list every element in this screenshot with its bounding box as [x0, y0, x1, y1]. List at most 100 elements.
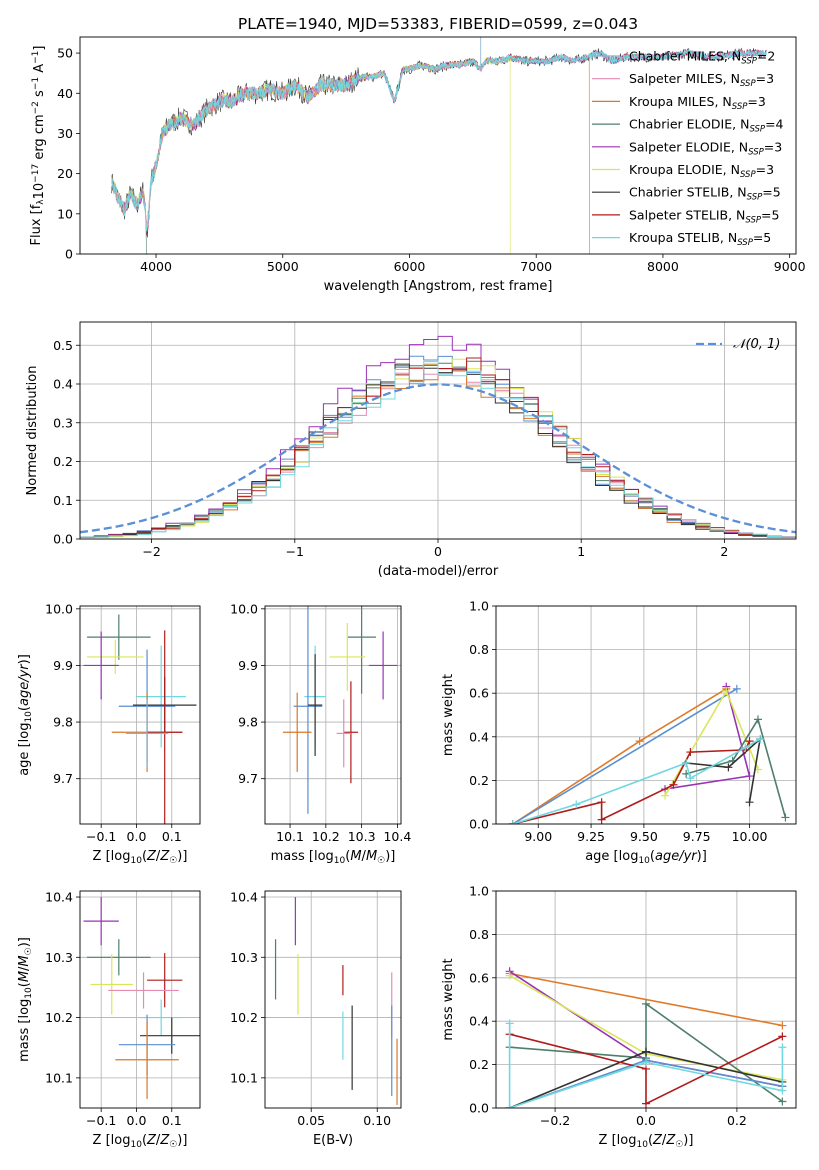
y-axis-label: mass weight — [441, 958, 456, 1040]
weight-marker — [778, 1097, 787, 1106]
age-vs-mass-marks — [282, 606, 398, 814]
legend-label: 𝒩(0, 1) — [733, 337, 780, 352]
y-tick-label: 9.8 — [238, 715, 258, 730]
weight-line — [509, 972, 783, 1027]
weight-line — [512, 688, 727, 824]
plot-frame — [79, 890, 201, 1109]
weight-marker — [505, 1104, 514, 1108]
weight-marker — [778, 1021, 787, 1030]
x-tick-label: 0.2 — [727, 1113, 747, 1128]
x-axis-label: mass [log10(M/M☉)] — [271, 849, 396, 866]
y-tick-label: 0.0 — [469, 817, 489, 832]
x-tick-label: 10.2 — [312, 829, 340, 844]
plot-frame — [79, 605, 201, 825]
y-tick-label: 1.0 — [469, 884, 489, 899]
weight-marker — [732, 684, 741, 693]
weight-line — [509, 1033, 783, 1105]
weight-line — [512, 740, 751, 824]
weight-marker — [686, 774, 695, 783]
weight-marker — [756, 734, 765, 743]
legend-label: Chabrier ELODIE, NSSP=4 — [629, 117, 784, 135]
y-axis-label: age [log10(age/yr)] — [17, 654, 34, 776]
weight-marker — [686, 748, 695, 757]
weight-marker — [745, 737, 754, 746]
weight-marker — [642, 999, 650, 1008]
x-tick-label: −1 — [286, 544, 304, 559]
weight-marker — [669, 780, 678, 789]
x-tick-label: 0.1 — [162, 1113, 182, 1128]
x-tick-label: 5000 — [267, 259, 299, 274]
legend-label: Salpeter STELIB, NSSP=5 — [629, 207, 779, 225]
x-tick-label: −0.1 — [86, 1113, 116, 1128]
x-tick-label: −2 — [142, 544, 160, 559]
weight-marker — [745, 772, 754, 781]
y-tick-label: 1.0 — [469, 599, 489, 614]
x-tick-label: 10.3 — [348, 829, 376, 844]
y-tick-label: 20 — [57, 166, 73, 181]
x-tick-label: 0.1 — [162, 829, 182, 844]
weight-marker — [642, 1058, 650, 1067]
x-tick-label: −0.2 — [540, 1113, 570, 1128]
x-axis-label: wavelength [Angstrom, rest frame] — [324, 279, 553, 294]
y-tick-label: 0.4 — [469, 729, 489, 744]
weight-marker — [642, 1047, 650, 1056]
y-tick-label: 10.3 — [45, 950, 73, 965]
y-tick-label: 0.1 — [53, 493, 73, 508]
x-tick-label: 2 — [720, 544, 728, 559]
y-axis-label: mass [log10(M/M☉)] — [17, 937, 34, 1062]
weight-line — [512, 688, 738, 824]
x-tick-label: 9.50 — [630, 829, 658, 844]
x-tick-label: 0.0 — [127, 829, 147, 844]
plot-frame — [79, 36, 797, 255]
y-tick-label: 40 — [57, 86, 73, 101]
y-axis-label: mass weight — [441, 674, 456, 756]
y-tick-label: 30 — [57, 126, 73, 141]
residual-histogram-chart: −2 −1 0 1 2 0.0 0.1 0.2 0.3 0.4 0.5 𝒩(0, 1) (data-mo… — [25, 321, 797, 579]
x-tick-label: 9.75 — [683, 829, 711, 844]
x-tick-label: 0 — [434, 544, 442, 559]
massweight-vs-age-chart: 9.00 9.25 9.50 9.75 10.00 0.0 0.2 0.4 0.6 0.8 1.0 m… — [441, 599, 797, 866]
y-tick-label: 10.1 — [45, 1070, 73, 1085]
y-tick-label: 10.3 — [230, 950, 258, 965]
spectrum-line-kroupa-stelib — [111, 49, 767, 232]
weight-marker — [597, 798, 606, 807]
weight-marker — [572, 800, 581, 809]
x-tick-label: 10.1 — [276, 829, 304, 844]
weight-marker — [508, 820, 517, 824]
x-axis-label: age [log10(age/yr)] — [585, 849, 707, 866]
y-tick-label: 9.9 — [238, 658, 258, 673]
gaussian-curve — [80, 383, 796, 534]
legend-label: Kroupa STELIB, NSSP=5 — [629, 230, 771, 248]
legend-label: Salpeter MILES, NSSP=3 — [629, 71, 774, 89]
weight-marker — [682, 758, 691, 767]
y-tick-label: 50 — [57, 46, 73, 61]
spectrum-line-chabrier-elodie — [111, 176, 147, 254]
mass-vs-EBV-marks — [274, 897, 398, 1105]
spectrum-marks — [111, 37, 767, 254]
y-tick-label: 0.8 — [469, 927, 489, 942]
y-tick-label: 0.2 — [469, 1057, 489, 1072]
y-tick-label: 0.0 — [469, 1101, 489, 1116]
massweight-vs-age-marks — [508, 682, 790, 824]
x-tick-label: 0.0 — [636, 1113, 656, 1128]
plot-frame — [495, 890, 797, 1109]
age-vs-mass-chart: 10.1 10.2 10.3 10.4 9.7 9.8 9.9 10.0 mass [log10… — [230, 601, 411, 866]
x-axis-label: E(B-V) — [313, 1133, 353, 1148]
y-tick-label: 10.4 — [45, 890, 73, 905]
y-tick-label: 10.4 — [230, 890, 258, 905]
spectrum-line-chabrier-miles — [111, 49, 767, 230]
figure-title: PLATE=1940, MJD=53383, FIBERID=0599, z=0… — [238, 15, 638, 33]
y-tick-label: 0.2 — [53, 454, 73, 469]
x-tick-label: 0.05 — [297, 1113, 325, 1128]
weight-marker — [597, 815, 606, 824]
y-axis-label: Flux [fλ10−17 erg cm−2 s−1 A−1] — [29, 46, 47, 246]
age-vs-Z-marks — [83, 614, 197, 824]
y-tick-label: 9.7 — [238, 771, 258, 786]
y-tick-label: 9.9 — [53, 658, 73, 673]
plot-frame — [264, 890, 402, 1109]
x-tick-label: 9.00 — [524, 829, 552, 844]
legend-label: Kroupa MILES, NSSP=3 — [629, 94, 766, 112]
y-axis-label: Normed distribution — [25, 366, 40, 496]
